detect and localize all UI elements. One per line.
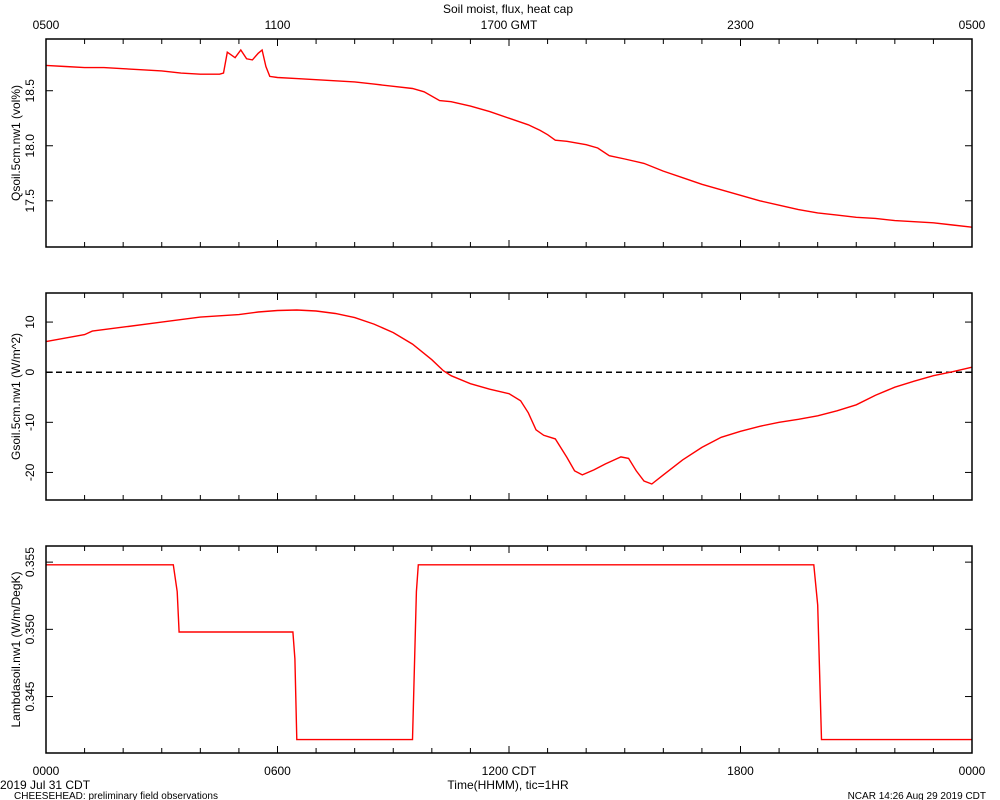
y-tick-label: 0.350 [23,614,37,644]
y-tick-label: 18.0 [23,134,37,158]
bottom-tick-label: 0000 [33,764,60,778]
top-tick-label: 1700 GMT [481,18,538,32]
y-tick-label: 18.5 [23,79,37,103]
series-line-heatcap [46,564,972,741]
x-axis-label: Time(HHMM), tic=1HR [447,778,569,792]
y-axis-label-flux: Gsoil.5cm.nw1 (W/m^2) [9,333,23,460]
y-tick-label: 0 [23,369,37,376]
y-tick-label: 17.5 [23,189,37,213]
bottom-tick-label: 0000 [959,764,986,778]
chart-title: Soil moist, flux, heat cap [443,2,573,16]
y-axis-label-moisture: Qsoil.5cm.nw1 (vol%) [9,85,23,201]
top-tick-label: 2300 [727,18,754,32]
series-line-moisture [45,48,973,228]
top-tick-label: 1100 [265,18,291,32]
y-tick-label: -20 [23,463,37,481]
y-tick-label: -10 [23,413,37,431]
footer-left: CHEESEHEAD: preliminary field observatio… [14,791,218,800]
top-tick-label: 0500 [959,18,986,32]
panel-frame [45,38,973,248]
y-tick-label: 0.355 [23,547,37,577]
y-tick-label: 0.345 [23,681,37,711]
bottom-tick-label: 1800 [727,764,754,778]
y-tick-label: 10 [23,315,37,329]
y-axis-label-heatcap: Lambdasoil.nw1 (W/m/DegK) [9,571,23,727]
footer-right: NCAR 14:26 Aug 29 2019 CDT [848,791,986,800]
panel-frame [45,292,973,501]
series-line-flux [45,309,973,485]
panel-frame [45,545,973,754]
bottom-axis-tick-labels: 0000 0600 1200 CDT 1800 0000 [33,764,986,778]
top-axis-tick-labels: 0500 1100 1700 GMT 2300 0500 [33,18,986,32]
top-tick-label: 0500 [33,18,60,32]
bottom-tick-label: 1200 CDT [482,764,537,778]
date-label: 2019 Jul 31 CDT [0,778,91,792]
bottom-tick-label: 0600 [264,764,291,778]
